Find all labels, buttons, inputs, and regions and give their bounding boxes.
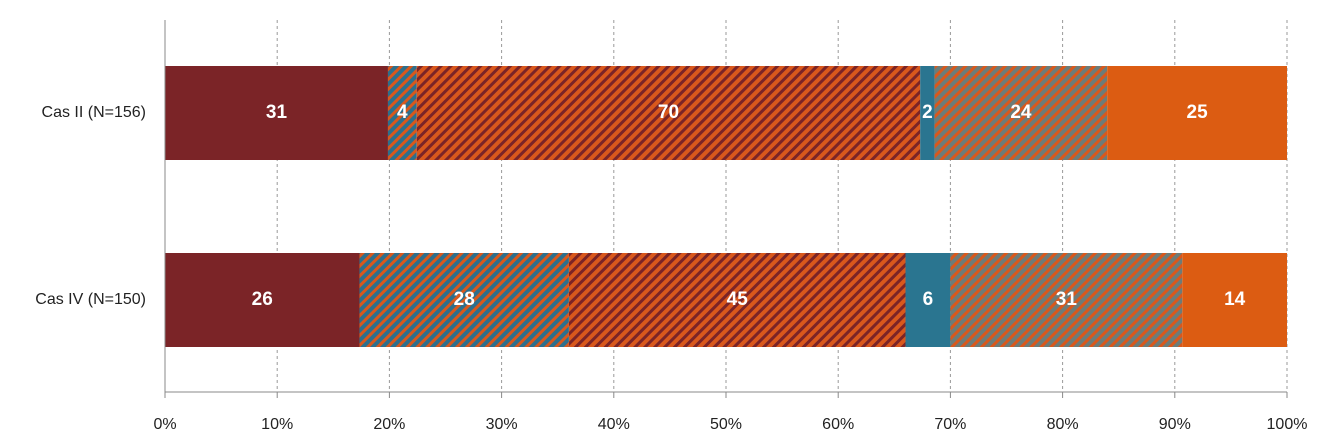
bar-segment (165, 253, 360, 347)
value-label: 25 (1187, 102, 1209, 123)
x-tick-label: 20% (373, 416, 405, 433)
value-label: 31 (266, 102, 288, 123)
x-tick-label: 70% (934, 416, 966, 433)
x-tick-label: 40% (598, 416, 630, 433)
x-tick-label: 30% (486, 416, 518, 433)
bar-segment (950, 253, 1183, 347)
bar-segment (359, 253, 569, 347)
value-label: 70 (658, 102, 679, 123)
x-tick-label: 0% (153, 416, 176, 433)
y-tick-label: Cas IV (N=150) (35, 291, 146, 308)
value-label: 26 (252, 289, 273, 310)
bar-segment (920, 66, 935, 160)
x-tick-label: 90% (1159, 416, 1191, 433)
value-label: 14 (1224, 289, 1246, 310)
bar-segment (1182, 253, 1287, 347)
value-label: 4 (397, 102, 408, 123)
x-tick-label: 100% (1267, 416, 1308, 433)
value-label: 28 (454, 289, 475, 310)
value-label: 45 (727, 289, 749, 310)
y-tick-label: Cas II (N=156) (42, 104, 146, 121)
x-tick-label: 60% (822, 416, 854, 433)
bar-segment (387, 66, 417, 160)
bar-segment (1107, 66, 1287, 160)
value-label: 6 (923, 289, 934, 310)
bar-segment (905, 253, 951, 347)
x-tick-label: 50% (710, 416, 742, 433)
x-tick-label: 10% (261, 416, 293, 433)
bar-segment (934, 66, 1108, 160)
value-label: 24 (1010, 102, 1032, 123)
bar-segment (568, 253, 906, 347)
value-label: 2 (922, 102, 933, 123)
x-tick-label: 80% (1047, 416, 1079, 433)
bar-segment (165, 66, 388, 160)
value-label: 31 (1056, 289, 1078, 310)
bar-segment (416, 66, 921, 160)
